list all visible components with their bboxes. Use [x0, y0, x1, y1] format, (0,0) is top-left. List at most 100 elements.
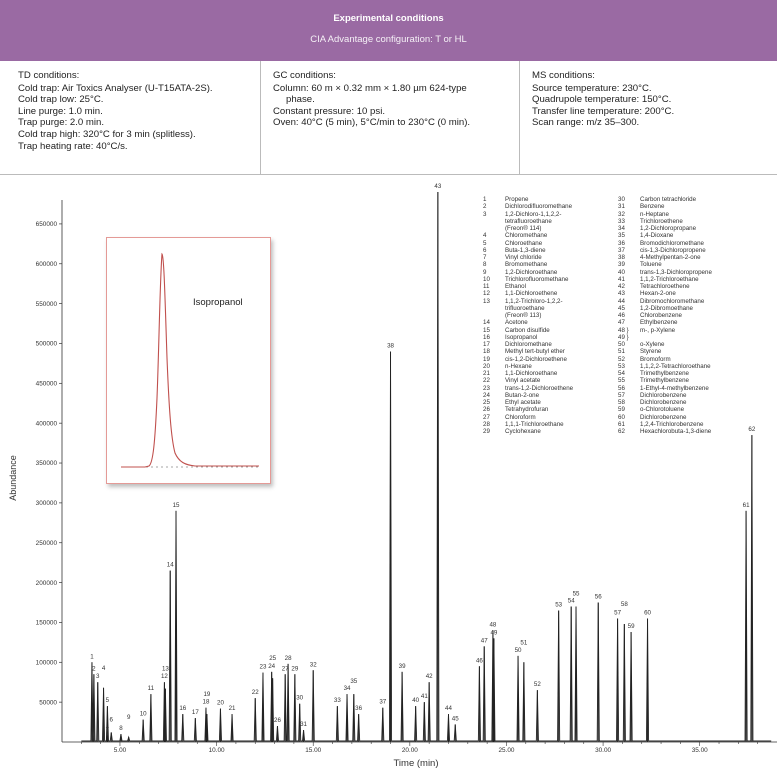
- td-line: Trap heating rate: 40°C/s.: [18, 140, 128, 152]
- gc-line: Column: 60 m × 0.32 mm × 1.80 µm 624-typ…: [273, 82, 467, 94]
- peak-label: 42: [426, 673, 433, 680]
- legend-number: 5: [483, 239, 487, 247]
- legend-compound: Dichlorobenzene: [640, 399, 687, 406]
- legend-compound: 1,2-Dibromoethane: [640, 304, 693, 312]
- chromatogram-chart: 5000010000015000020000025000030000035000…: [8, 183, 777, 769]
- legend-row: 50 o-Xylene: [618, 341, 735, 348]
- legend-compound: (Freon® 114): [505, 225, 542, 232]
- legend-compound: Chloromethane: [505, 232, 548, 240]
- peak-label: 5: [106, 697, 110, 704]
- legend-compound: cis-1,2-Dichloroethene: [505, 355, 567, 363]
- peak-label: 55: [573, 591, 580, 598]
- legend-compound: 1,1,2,2-Tetrachloroethane: [640, 362, 711, 370]
- x-tick-label: 25.00: [498, 747, 514, 754]
- legend-number: 36: [618, 239, 625, 247]
- y-tick-label: 500000: [36, 341, 58, 348]
- legend-compound: Bromodichloromethane: [640, 239, 704, 247]
- peak-label: 28: [285, 655, 292, 662]
- legend-row: 15 Carbon disulfide: [483, 327, 600, 334]
- legend-row: 35 1,4-Dioxane: [618, 232, 735, 239]
- legend-number: 1: [483, 196, 487, 203]
- legend-number: 25: [483, 399, 490, 406]
- peak-label: 9: [127, 714, 131, 721]
- conditions-banner: Experimental conditions CIA Advantage co…: [0, 0, 777, 61]
- legend-number: 58: [618, 399, 625, 406]
- legend-number: 49 }: [618, 333, 629, 341]
- legend-number: 22: [483, 377, 490, 385]
- legend-number: 20: [483, 362, 490, 370]
- legend-number: 24: [483, 391, 490, 399]
- peak-label: 44: [445, 705, 452, 712]
- legend-compound: Vinyl acetate: [505, 377, 541, 385]
- legend-row: 4 Chloromethane: [483, 232, 600, 239]
- legend-row: 20 n-Hexane: [483, 363, 600, 370]
- legend-compound: 1,1-Dichloroethene: [505, 290, 558, 298]
- legend-compound: Bromoform: [640, 355, 671, 363]
- legend-number: 56: [618, 384, 625, 392]
- x-tick-label: 20.00: [402, 747, 418, 754]
- legend-compound: 1,1,2-Trichloro-1,2,2-: [505, 297, 563, 305]
- peak-label: 8: [119, 725, 123, 732]
- legend-number: 61: [618, 420, 625, 428]
- peak-label: 53: [555, 601, 562, 608]
- legend-compound: Carbon disulfide: [505, 326, 550, 334]
- legend-number: [483, 312, 505, 319]
- peak-label: 7: [106, 727, 110, 734]
- peak-label: 16: [179, 705, 186, 712]
- legend-number: 27: [483, 413, 490, 421]
- legend-row: 8 Bromomethane: [483, 261, 600, 268]
- legend-compound: 1,1-Dichloroethane: [505, 370, 558, 377]
- legend-number: 53: [618, 362, 625, 370]
- legend-number: [483, 225, 505, 232]
- legend-row: 12 1,1-Dichloroethene: [483, 290, 600, 297]
- legend-number: 33: [618, 217, 625, 225]
- ms-conditions: MS conditions: Source temperature: 230°C…: [520, 61, 777, 174]
- legend-compound: Bromomethane: [505, 261, 548, 269]
- peak-label: 58: [621, 601, 628, 608]
- legend-row: 39 Toluene: [618, 261, 735, 268]
- x-tick-label: 15.00: [305, 747, 321, 754]
- legend-compound: Trichlorofluoromethane: [505, 275, 569, 283]
- peak-label: 33: [334, 697, 341, 704]
- legend-row: 54 Trimethylbenzene: [618, 370, 735, 377]
- legend-number: 52: [618, 355, 625, 363]
- legend-compound: Isopropanol: [505, 333, 538, 341]
- legend-number: 26: [483, 406, 490, 414]
- y-tick-label: 50000: [39, 699, 57, 706]
- legend-number: 46: [618, 312, 625, 319]
- legend-number: 47: [618, 319, 625, 327]
- legend-compound: m-, p-Xylene: [640, 326, 676, 334]
- legend-row: 22 Vinyl acetate: [483, 377, 600, 384]
- legend-row: 30 Carbon tetrachloride: [618, 196, 735, 203]
- y-axis-label: Abundance: [8, 455, 18, 501]
- legend-compound: Ethyl acetate: [505, 399, 541, 406]
- td-line: Cold trap high: 320°C for 3 min (splitle…: [18, 128, 196, 140]
- legend-compound: 1,2-Dichloro-1,1,2,2-: [505, 210, 562, 218]
- peak-label: 46: [476, 657, 483, 664]
- legend-compound: Methyl tert-butyl ether: [505, 348, 565, 356]
- legend-compound: Cyclohexane: [505, 428, 541, 435]
- legend-row: 51 Styrene: [618, 348, 735, 355]
- legend-row: 58 Dichlorobenzene: [618, 399, 735, 406]
- inset-label: Isopropanol: [193, 297, 243, 308]
- legend-number: 31: [618, 203, 625, 211]
- legend-compound: 1,4-Dioxane: [640, 232, 674, 240]
- peak-label: 57: [614, 609, 621, 616]
- legend-compound: 1,1,1-Trichloroethane: [505, 420, 564, 428]
- legend-compound: Hexan-2-one: [640, 290, 676, 298]
- peak-legend-col2: 30 Carbon tetrachloride 31 Benzene 32 n-Hepta…: [618, 196, 735, 435]
- legend-number: 42: [618, 283, 625, 290]
- legend-number: 38: [618, 254, 625, 261]
- legend-row: 59 o-Chlorotoluene: [618, 406, 735, 413]
- peak-label: 10: [140, 711, 147, 718]
- legend-row: 26 Tetrahydrofuran: [483, 406, 600, 413]
- legend-number: 16: [483, 333, 490, 341]
- legend-row: (Freon® 113): [483, 312, 600, 319]
- legend-number: 15: [483, 326, 490, 334]
- legend-number: 32: [618, 210, 625, 218]
- legend-compound: Carbon tetrachloride: [640, 196, 697, 203]
- peak-label: 2: [92, 665, 96, 672]
- peak-label: 25: [269, 655, 276, 662]
- legend-row: 21 1,1-Dichloroethane: [483, 370, 600, 377]
- legend-row: 48 } m-, p-Xylene: [618, 327, 735, 334]
